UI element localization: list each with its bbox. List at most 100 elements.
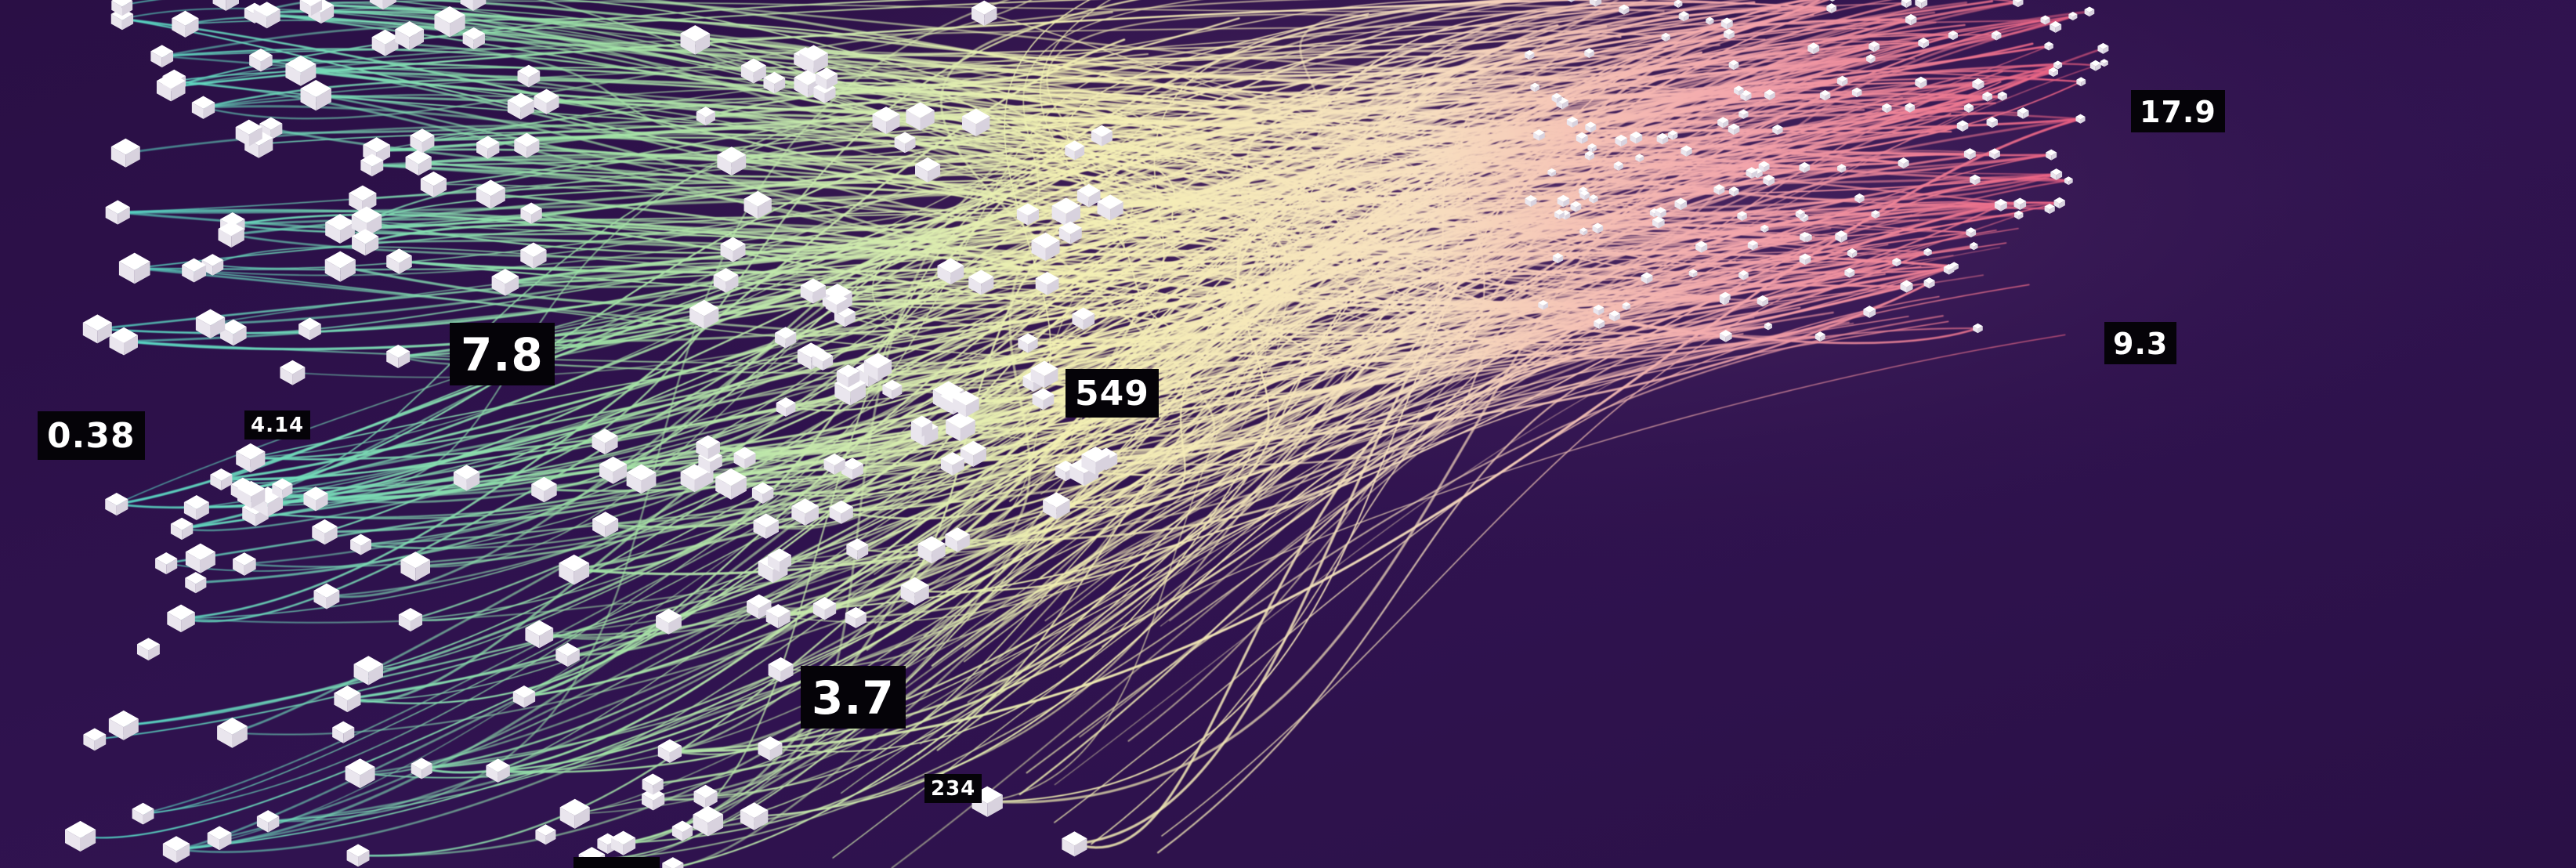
node-cube [815, 67, 838, 90]
node-cube [1585, 121, 1597, 133]
node-cube [65, 820, 96, 852]
node-cube [1719, 292, 1730, 302]
node-cube [1728, 123, 1740, 136]
connection-line [980, 212, 1655, 284]
node-cube [386, 248, 412, 274]
node-cube [763, 71, 786, 94]
node-cube [1800, 232, 1811, 243]
connection-line [604, 15, 2075, 530]
node-cube [1973, 323, 1983, 334]
node-cube [1970, 241, 1978, 251]
node-cube [195, 309, 226, 338]
connection-line [161, 52, 1590, 123]
node-cube [1844, 267, 1855, 278]
node-cube [150, 45, 174, 68]
node-cube [1747, 240, 1758, 251]
node-cube [517, 64, 541, 88]
node-cube [313, 583, 340, 609]
node-cube [1031, 232, 1060, 261]
node-cube [1837, 164, 1847, 173]
node-cube [1579, 190, 1590, 201]
node-cube [1593, 304, 1605, 316]
node-cube [1997, 91, 2007, 101]
node-cube [82, 314, 112, 344]
node-cube [507, 92, 534, 120]
node-cube [280, 360, 306, 385]
connection-line [432, 30, 1667, 186]
node-cube [910, 415, 933, 437]
node-cube [220, 319, 247, 346]
node-cube [434, 5, 465, 38]
node-cube [1869, 41, 1880, 52]
node-cube [172, 10, 199, 38]
node-cube [1656, 132, 1669, 145]
node-cube [111, 0, 133, 16]
node-cube [1764, 322, 1773, 331]
node-cube [1554, 209, 1565, 219]
node-cube [1836, 75, 1848, 87]
node-cube [2050, 168, 2063, 180]
connection-line [866, 311, 1834, 651]
node-cube [303, 486, 328, 512]
connection-line [420, 51, 1703, 774]
node-cube [2046, 149, 2057, 161]
node-cube [1923, 248, 1932, 256]
connection-line [835, 133, 1664, 305]
connection-line [180, 221, 1660, 530]
node-cube [872, 107, 900, 135]
node-cube [233, 552, 256, 576]
node-cube [1970, 174, 1981, 186]
node-cube [353, 656, 383, 685]
node-cube [863, 353, 892, 382]
node-cube [1076, 183, 1101, 208]
node-cube [946, 411, 975, 442]
connection-lines [79, 0, 2105, 868]
node-cube [968, 269, 994, 295]
node-cube [486, 758, 510, 783]
node-cube [1587, 143, 1597, 153]
value-label: 0.38 [38, 411, 145, 460]
node-cube [642, 773, 664, 795]
node-cube [1706, 16, 1714, 25]
node-cube [1991, 30, 2002, 41]
connection-line [920, 284, 2030, 725]
node-cube [218, 221, 244, 248]
node-cube [167, 604, 195, 633]
connection-line [847, 19, 1912, 377]
node-cube [110, 327, 138, 356]
connection-line [410, 62, 1158, 620]
connection-line [1065, 102, 1564, 472]
node-cube [212, 0, 240, 11]
node-cube [1772, 124, 1783, 136]
data-nodes [65, 0, 2109, 868]
node-cube [765, 604, 791, 629]
node-cube [559, 798, 590, 829]
node-cube [2097, 42, 2109, 54]
node-cube [312, 519, 338, 545]
node-cube [776, 397, 796, 417]
node-cube [360, 154, 384, 177]
connection-line [1018, 241, 1848, 796]
connection-line [1091, 260, 1734, 845]
node-cube [371, 29, 399, 56]
node-cube [768, 656, 794, 682]
node-cube [182, 258, 207, 283]
node-cube [2053, 60, 2063, 70]
node-cube [460, 0, 487, 11]
node-cube [298, 317, 321, 341]
connection-line [772, 111, 2024, 570]
node-cube [352, 229, 379, 256]
node-cube [108, 710, 139, 740]
node-cube [829, 500, 853, 524]
node-cube [386, 345, 411, 368]
connection-line [1102, 269, 1773, 648]
node-cube [411, 758, 432, 779]
node-cube [715, 468, 747, 500]
node-cube [476, 136, 500, 159]
node-cube [823, 453, 845, 476]
node-cube [713, 268, 739, 293]
node-cube [1619, 4, 1630, 15]
node-cube [1091, 125, 1113, 146]
node-cube [836, 364, 860, 388]
node-cube [961, 108, 990, 137]
